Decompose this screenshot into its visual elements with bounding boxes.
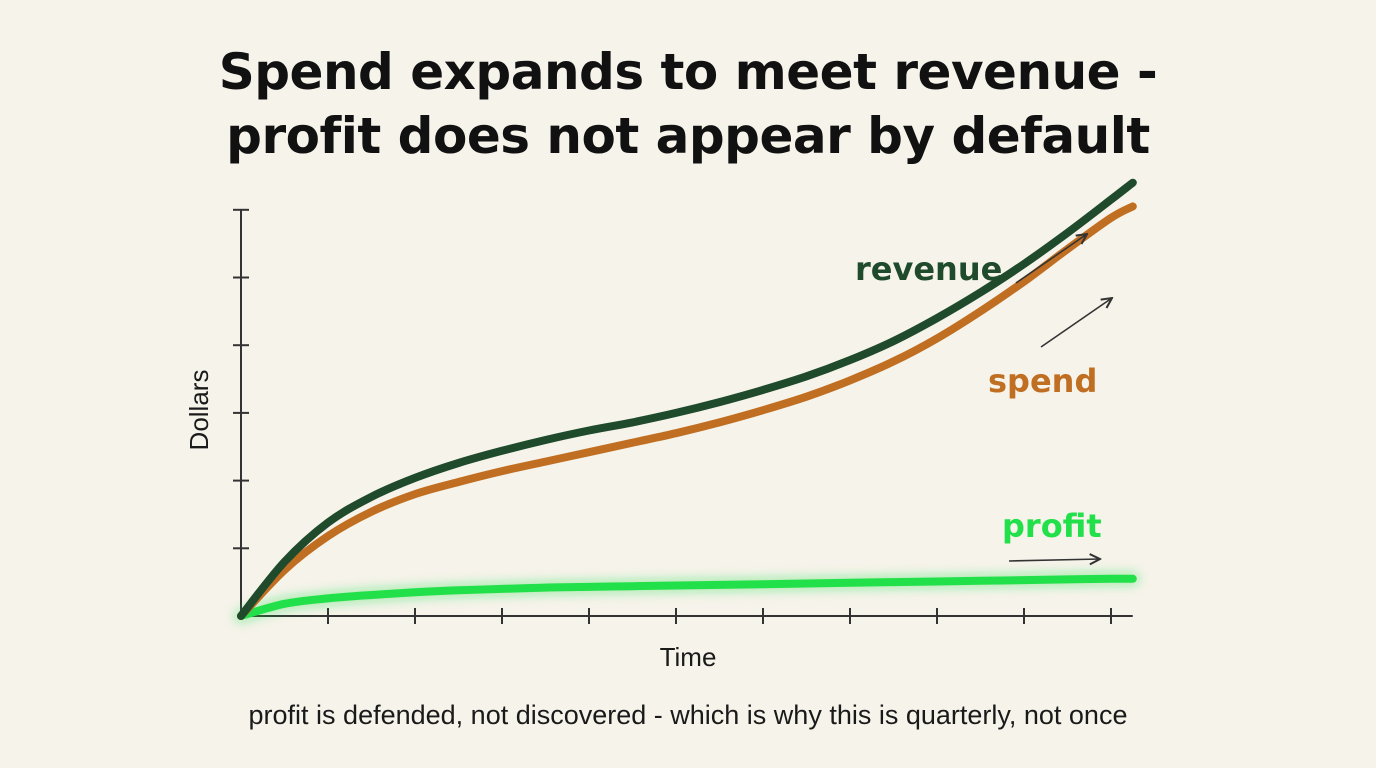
series-arrow-profit [1008, 559, 1100, 561]
y-axis-label: Dollars [184, 370, 214, 451]
chart-title-line-1: Spend expands to meet revenue - [218, 43, 1158, 101]
axes: Time Dollars [184, 208, 1133, 672]
chart-caption: profit is defended, not discovered - whi… [248, 700, 1128, 730]
series-layer [234, 178, 1140, 623]
x-axis-label: Time [660, 642, 717, 672]
series-arrow-revenue [1015, 234, 1087, 284]
series-line-spend [237, 202, 1137, 620]
series-arrow-spend [1040, 298, 1112, 348]
labels-layer: revenue spend profit [855, 234, 1112, 561]
series-label-revenue: revenue [855, 250, 1002, 288]
chart-title-line-2: profit does not appear by default [226, 107, 1150, 165]
series-line-revenue [237, 178, 1137, 620]
series-label-spend: spend [988, 362, 1097, 400]
series-label-profit: profit [1002, 507, 1102, 545]
chart-title: Spend expands to meet revenue - profit d… [0, 40, 1376, 168]
series-line-profit [237, 574, 1137, 620]
